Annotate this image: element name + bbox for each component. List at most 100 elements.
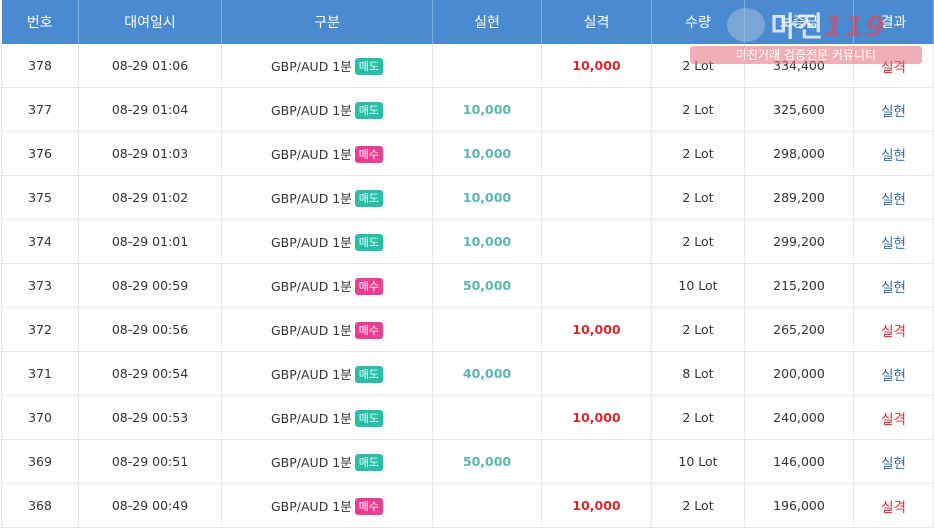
cell-result: 실현 (853, 439, 934, 484)
cell-number-text: 377 (28, 102, 52, 117)
cell-datetime-text: 08-29 01:03 (111, 146, 189, 161)
cell-profit (432, 44, 542, 88)
table-body: 378 08-29 01:06 GBP/AUD 1분 매도 10,000 2 Lot 334… (1, 44, 934, 528)
cell-datetime: 08-29 00:51 (78, 439, 222, 484)
cell-profit: 50,000 (432, 263, 542, 308)
cell-datetime-text: 08-29 00:53 (111, 410, 189, 425)
cell-profit-text: 10,000 (462, 102, 512, 117)
cell-profit-text: 10,000 (462, 234, 512, 249)
cell-deposit: 146,000 (744, 439, 854, 484)
cell-datetime: 08-29 01:04 (78, 87, 222, 132)
cell-loss (541, 439, 652, 484)
cell-number-text: 378 (28, 58, 52, 73)
table-row: 376 08-29 01:03 GBP/AUD 1분 매수 10,000 2 Lot 298… (1, 131, 934, 176)
cell-result-text: 실현 (881, 147, 906, 164)
cell-type-text: GBP/AUD 1분 (270, 499, 352, 514)
cell-datetime: 08-29 01:03 (78, 131, 222, 176)
cell-quantity: 2 Lot (651, 175, 745, 220)
cell-result: 실현 (853, 175, 934, 220)
cell-datetime-text: 08-29 00:56 (111, 322, 189, 337)
cell-quantity-text: 10 Lot (678, 454, 718, 469)
cell-quantity: 2 Lot (651, 87, 745, 132)
sell-badge: 매도 (354, 234, 383, 251)
cell-type: GBP/AUD 1분 매도 (221, 351, 433, 396)
buy-badge: 매수 (354, 498, 383, 515)
cell-type: GBP/AUD 1분 매도 (221, 219, 433, 264)
cell-datetime-text: 08-29 00:49 (111, 498, 189, 513)
cell-deposit: 196,000 (744, 483, 854, 528)
cell-quantity: 2 Lot (651, 131, 745, 176)
cell-deposit-text: 325,600 (773, 102, 825, 117)
table-row: 371 08-29 00:54 GBP/AUD 1분 매도 40,000 8 Lot 200… (1, 351, 934, 396)
buy-badge: 매수 (354, 278, 383, 295)
header-type: 구분 (221, 0, 433, 44)
table-row: 373 08-29 00:59 GBP/AUD 1분 매수 50,000 10 Lot 21… (1, 263, 934, 308)
cell-deposit: 265,200 (744, 307, 854, 352)
cell-quantity-text: 10 Lot (678, 278, 718, 293)
cell-loss-text: 10,000 (572, 410, 621, 425)
cell-datetime-text: 08-29 01:04 (111, 102, 189, 117)
cell-deposit: 299,200 (744, 219, 854, 264)
cell-type-text: GBP/AUD 1분 (270, 103, 352, 118)
cell-result: 실현 (853, 219, 934, 264)
cell-datetime: 08-29 00:54 (78, 351, 222, 396)
cell-result-text: 실격 (881, 59, 906, 76)
sell-badge: 매도 (354, 366, 383, 383)
cell-result-text: 실현 (881, 367, 906, 384)
cell-number: 372 (1, 307, 79, 352)
cell-result: 실격 (853, 395, 934, 440)
cell-result-text: 실격 (881, 411, 906, 428)
cell-result-text: 실현 (881, 455, 906, 472)
cell-number: 370 (1, 395, 79, 440)
sell-badge: 매도 (354, 410, 383, 427)
cell-result-text: 실현 (881, 103, 906, 120)
header-quantity: 수량 (651, 0, 745, 44)
cell-number: 378 (1, 44, 79, 88)
cell-deposit: 325,600 (744, 87, 854, 132)
cell-type-text: GBP/AUD 1분 (270, 411, 352, 426)
cell-type-text: GBP/AUD 1분 (270, 235, 352, 250)
cell-profit-text: 10,000 (462, 190, 512, 205)
cell-number: 374 (1, 219, 79, 264)
cell-deposit: 298,000 (744, 131, 854, 176)
cell-quantity-text: 8 Lot (682, 366, 714, 381)
table-row: 377 08-29 01:04 GBP/AUD 1분 매도 10,000 2 Lot 325… (1, 87, 934, 132)
cell-loss (541, 219, 652, 264)
cell-number: 376 (1, 131, 79, 176)
cell-profit-text: 40,000 (462, 366, 512, 381)
cell-loss (541, 87, 652, 132)
cell-result-text: 실격 (881, 323, 906, 340)
table-row: 372 08-29 00:56 GBP/AUD 1분 매수 10,000 2 Lot 265… (1, 307, 934, 352)
cell-type: GBP/AUD 1분 매도 (221, 44, 433, 88)
cell-number-text: 369 (28, 454, 52, 469)
cell-result: 실격 (853, 483, 934, 528)
table-row: 374 08-29 01:01 GBP/AUD 1분 매도 10,000 2 Lot 299… (1, 219, 934, 264)
cell-datetime-text: 08-29 00:59 (111, 278, 189, 293)
cell-loss (541, 175, 652, 220)
cell-profit-text: 50,000 (462, 278, 512, 293)
cell-deposit-text: 200,000 (773, 366, 825, 381)
cell-deposit-text: 334,400 (773, 58, 825, 73)
table-row: 378 08-29 01:06 GBP/AUD 1분 매도 10,000 2 Lot 334… (1, 44, 934, 88)
cell-type: GBP/AUD 1분 매수 (221, 307, 433, 352)
cell-loss (541, 263, 652, 308)
cell-result: 실현 (853, 87, 934, 132)
cell-number-text: 373 (28, 278, 52, 293)
cell-number-text: 374 (28, 234, 52, 249)
cell-number-text: 371 (28, 366, 52, 381)
cell-type-text: GBP/AUD 1분 (270, 279, 352, 294)
cell-number-text: 376 (28, 146, 52, 161)
cell-quantity: 2 Lot (651, 483, 745, 528)
cell-datetime: 08-29 01:02 (78, 175, 222, 220)
cell-quantity: 2 Lot (651, 395, 745, 440)
cell-type: GBP/AUD 1분 매수 (221, 263, 433, 308)
cell-datetime: 08-29 00:53 (78, 395, 222, 440)
header-result: 결과 (853, 0, 934, 44)
cell-profit: 10,000 (432, 87, 542, 132)
cell-loss-text: 10,000 (572, 322, 621, 337)
cell-result-text: 실현 (881, 191, 906, 208)
buy-badge: 매수 (354, 146, 383, 163)
cell-deposit-text: 298,000 (773, 146, 825, 161)
table-row: 368 08-29 00:49 GBP/AUD 1분 매수 10,000 2 Lot 196… (1, 483, 934, 528)
cell-number: 371 (1, 351, 79, 396)
